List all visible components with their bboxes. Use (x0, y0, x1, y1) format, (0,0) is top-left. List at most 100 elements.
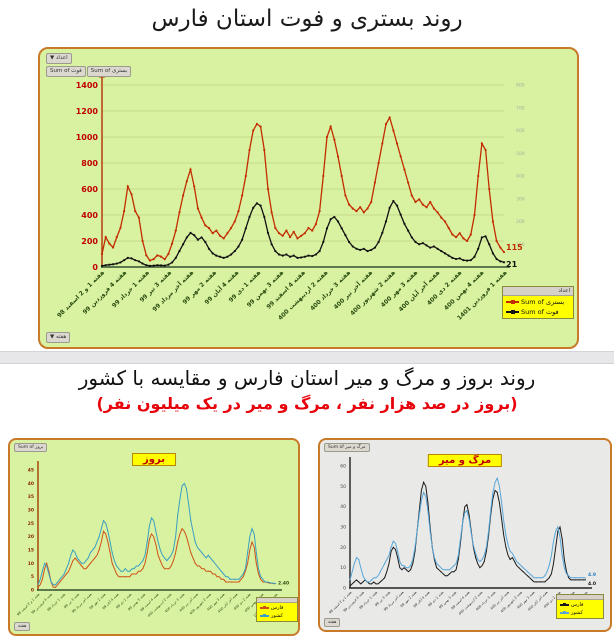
pivot-week-button[interactable]: هفته ▼ (46, 332, 71, 343)
data-marker (116, 565, 118, 567)
data-marker (499, 246, 502, 249)
incidence-week-button[interactable]: هفته (14, 621, 31, 631)
data-marker (457, 554, 459, 557)
data-marker (427, 510, 429, 512)
data-marker (242, 576, 244, 578)
legend-marker (260, 606, 269, 609)
data-marker (469, 259, 472, 262)
data-marker (300, 256, 303, 259)
data-marker (329, 125, 332, 128)
y-tick-label: 10 (340, 565, 346, 571)
data-marker (384, 122, 388, 126)
data-marker (137, 216, 140, 219)
data-marker (443, 252, 447, 255)
legend-marker (506, 300, 519, 304)
legend-marker-dot (563, 603, 566, 606)
data-marker (259, 204, 262, 207)
data-marker (453, 571, 455, 573)
data-marker (218, 234, 222, 237)
data-marker (281, 234, 284, 237)
data-marker (421, 242, 424, 245)
data-marker (155, 544, 157, 546)
secondary-y-tick-label: 800 (516, 83, 525, 89)
data-marker (146, 552, 148, 554)
pivot-field-death-button[interactable]: Sum of فوت (46, 66, 86, 77)
y-tick-label: 50 (340, 484, 346, 490)
data-marker (260, 576, 262, 578)
data-marker (292, 254, 295, 257)
data-marker (156, 264, 159, 267)
data-marker (145, 254, 148, 257)
data-marker (440, 571, 442, 573)
data-marker (126, 256, 129, 259)
data-marker (248, 215, 251, 219)
data-marker (466, 259, 469, 262)
data-marker (255, 122, 258, 126)
data-marker (229, 578, 231, 580)
pivot-field-hospital-button[interactable]: Sum of بستری (86, 66, 132, 77)
mortality-week-button[interactable]: هفته (324, 617, 341, 627)
data-marker (177, 541, 179, 543)
data-marker (244, 227, 247, 230)
data-marker (451, 256, 454, 259)
mortality-legend: فارس کشور (556, 594, 604, 619)
series-line-1 (37, 482, 277, 586)
data-marker (492, 491, 494, 493)
data-marker (141, 262, 144, 265)
data-marker (488, 530, 490, 532)
data-marker (129, 570, 131, 572)
data-marker (100, 264, 104, 267)
data-marker (370, 200, 373, 204)
incidence-field-button[interactable]: Sum of بروز (14, 443, 48, 453)
data-marker (102, 520, 105, 522)
data-marker (483, 561, 485, 563)
data-marker (336, 220, 340, 223)
data-marker (233, 220, 236, 223)
data-marker (444, 575, 446, 577)
legend-marker (560, 603, 569, 606)
data-marker (362, 211, 365, 214)
legend-header[interactable]: اعداد (503, 287, 573, 296)
data-marker (388, 116, 391, 119)
pivot-field-buttons: Sum of فوت Sum of بستری (46, 66, 132, 77)
data-marker (477, 174, 480, 178)
data-marker (200, 236, 203, 239)
data-marker (296, 237, 299, 240)
data-marker (384, 577, 386, 579)
data-marker (491, 220, 495, 223)
y-tick-label: 20 (340, 545, 346, 551)
data-marker (145, 264, 148, 267)
data-marker (526, 571, 529, 573)
legend-label: کشور (571, 610, 583, 616)
mortality-chart-panel: 0 10 20 30 40 50 60 4.0 4.9 مرگ و میر Sum of مرگ… (318, 438, 612, 632)
data-marker (518, 563, 520, 565)
data-marker (159, 264, 163, 267)
data-marker (142, 560, 144, 562)
data-marker (104, 264, 107, 267)
data-marker (296, 256, 299, 259)
data-marker (373, 246, 377, 249)
data-marker (557, 526, 559, 528)
data-marker (167, 263, 170, 266)
data-marker (281, 254, 284, 257)
data-marker (399, 155, 402, 158)
pivot-values-button[interactable]: اعداد ▼ (46, 53, 72, 64)
data-marker (104, 236, 107, 239)
data-marker (505, 546, 507, 548)
data-marker (251, 528, 253, 530)
data-marker (539, 581, 542, 583)
y-tick-label: 45 (28, 468, 34, 474)
data-marker (371, 579, 373, 581)
data-marker (307, 226, 310, 230)
data-marker (274, 249, 277, 253)
data-marker (163, 258, 166, 261)
data-marker (570, 577, 572, 579)
data-marker (443, 220, 447, 223)
data-marker (130, 193, 133, 196)
series-end-value: 4.9 (588, 572, 596, 578)
data-marker (362, 581, 364, 583)
data-marker (371, 583, 373, 585)
data-marker (392, 546, 394, 548)
mortality-field-button[interactable]: Sum of مرگ و میر (324, 443, 370, 453)
